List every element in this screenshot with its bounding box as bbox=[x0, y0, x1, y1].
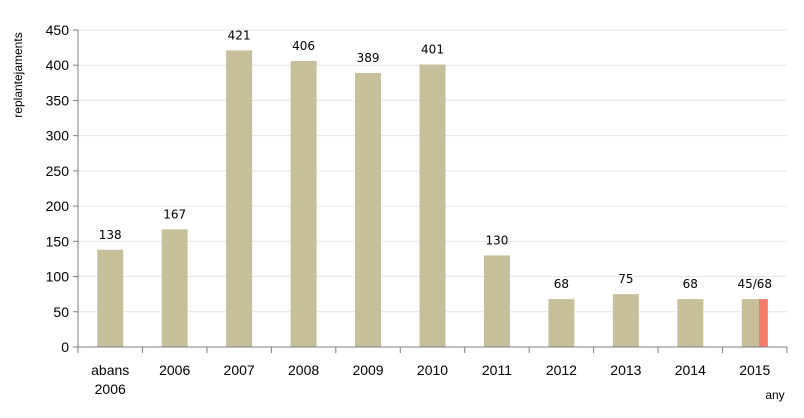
x-tick-label: 2012 bbox=[546, 362, 577, 378]
y-tick-label: 250 bbox=[46, 163, 70, 179]
label-layer: 138 abans 2006 167 2006 421 2007 406 2008 389 2009… bbox=[91, 28, 772, 397]
data-label: 389 bbox=[357, 51, 380, 65]
data-label: 45/68 bbox=[737, 277, 772, 291]
x-tick-label: 2007 bbox=[224, 362, 255, 378]
x-tick-label: 2014 bbox=[675, 362, 706, 378]
bar bbox=[161, 229, 188, 347]
data-label: 130 bbox=[486, 233, 509, 247]
x-tick-label: 2013 bbox=[610, 362, 641, 378]
y-tick-label: 200 bbox=[46, 198, 70, 214]
x-tick-label: 2008 bbox=[288, 362, 319, 378]
x-tick-label: 2009 bbox=[352, 362, 383, 378]
bar bbox=[226, 50, 253, 347]
y-tick-label: 150 bbox=[46, 233, 70, 249]
bar-highlight bbox=[758, 299, 768, 347]
y-tick-label: 300 bbox=[46, 128, 70, 144]
data-label: 167 bbox=[163, 207, 186, 221]
bar bbox=[548, 299, 575, 347]
x-axis-title: any bbox=[765, 388, 784, 402]
y-tick-label: 400 bbox=[46, 57, 70, 73]
y-tick-label: 100 bbox=[46, 269, 70, 285]
data-label: 406 bbox=[292, 39, 315, 53]
x-tick-label: 2010 bbox=[417, 362, 448, 378]
bar bbox=[419, 64, 446, 348]
bar bbox=[290, 60, 317, 348]
x-tick-label: 2006 bbox=[159, 362, 190, 378]
x-tick-label: 2006 bbox=[95, 381, 126, 397]
axis-layer: 0 50 100 150 200 250 300 350 400 450 bbox=[46, 22, 788, 355]
data-label: 421 bbox=[228, 28, 251, 42]
y-tick-label: 350 bbox=[46, 92, 70, 108]
x-tick-label: abans bbox=[91, 362, 129, 378]
y-tick-label: 0 bbox=[61, 339, 69, 355]
y-axis-title: replantejaments bbox=[11, 32, 25, 117]
x-tick-label: 2011 bbox=[482, 362, 512, 378]
bar bbox=[483, 255, 510, 347]
y-tick-label: 50 bbox=[53, 304, 69, 320]
data-label: 75 bbox=[618, 272, 633, 286]
bar bbox=[612, 294, 639, 347]
data-label: 68 bbox=[554, 277, 569, 291]
data-label: 68 bbox=[683, 277, 698, 291]
y-tick-label: 450 bbox=[46, 22, 70, 38]
bar-layer bbox=[97, 50, 768, 348]
data-label: 401 bbox=[421, 43, 444, 57]
x-tick-label: 2015 bbox=[739, 362, 770, 378]
bar bbox=[677, 299, 704, 347]
bar bbox=[355, 72, 382, 348]
data-label: 138 bbox=[99, 228, 122, 242]
bar bbox=[97, 249, 124, 347]
